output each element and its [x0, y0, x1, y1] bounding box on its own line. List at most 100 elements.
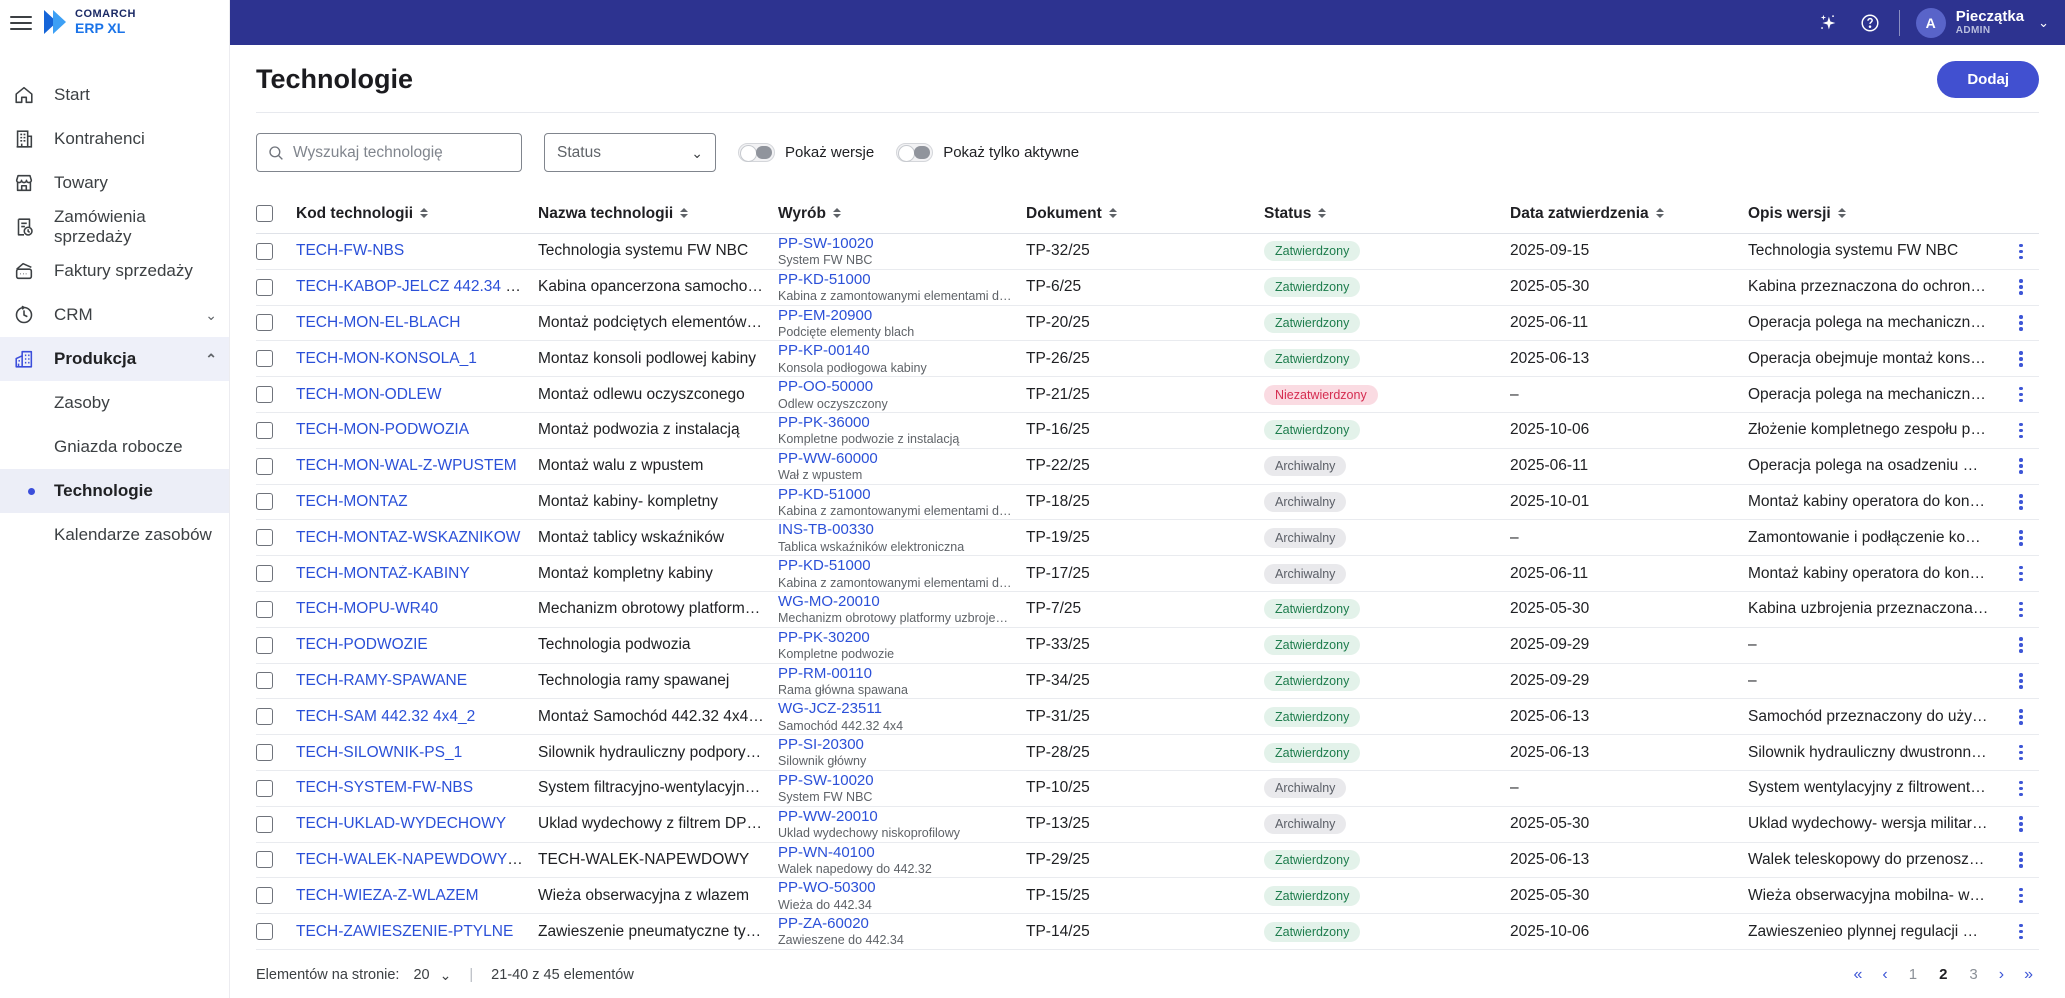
table-row[interactable]: TECH-MONTAZ Montaż kabiny- kompletny PP-…: [256, 485, 2039, 521]
row-kod-link[interactable]: TECH-MONTAŻ-KABINY: [296, 565, 470, 582]
toggle-show-versions[interactable]: Pokaż wersje: [738, 143, 874, 162]
toggle-switch[interactable]: [738, 143, 775, 162]
row-kod-link[interactable]: TECH-FW-NBS: [296, 242, 404, 259]
sidebar-item-kontrahenci[interactable]: Kontrahenci: [0, 117, 229, 161]
row-checkbox[interactable]: [256, 493, 273, 510]
row-menu-kebab-icon[interactable]: [2015, 383, 2027, 407]
row-kod-link[interactable]: TECH-MON-KONSOLA_1: [296, 350, 477, 367]
select-all-checkbox[interactable]: [256, 205, 273, 222]
menu-hamburger-icon[interactable]: [10, 12, 32, 34]
row-checkbox[interactable]: [256, 780, 273, 797]
row-kod-link[interactable]: TECH-MON-WAL-Z-WPUSTEM: [296, 457, 517, 474]
row-checkbox[interactable]: [256, 708, 273, 725]
row-checkbox[interactable]: [256, 314, 273, 331]
table-row[interactable]: TECH-MON-ODLEW Montaż odlewu oczyszconeg…: [256, 377, 2039, 413]
row-menu-kebab-icon[interactable]: [2015, 562, 2027, 586]
row-kod-link[interactable]: TECH-ZAWIESZENIE-PTYLNE: [296, 923, 513, 940]
table-row[interactable]: TECH-MONTAZ-WSKAZNIKOW Montaż tablicy ws…: [256, 520, 2039, 556]
row-kod-link[interactable]: TECH-PODWOZIE: [296, 636, 428, 653]
row-menu-kebab-icon[interactable]: [2015, 633, 2027, 657]
column-header-kod[interactable]: Kod technologii: [296, 205, 538, 223]
sort-icon[interactable]: [1318, 208, 1326, 218]
table-row[interactable]: TECH-KABOP-JELCZ 442.34 4X4 Kabina opanc…: [256, 270, 2039, 306]
row-wyrob-link[interactable]: PP-ZA-60020: [778, 915, 1026, 932]
row-wyrob-link[interactable]: PP-PK-30200: [778, 629, 1026, 646]
row-menu-kebab-icon[interactable]: [2015, 275, 2027, 299]
row-checkbox[interactable]: [256, 851, 273, 868]
sidebar-item-zasoby[interactable]: Zasoby: [0, 381, 229, 425]
sidebar-item-technologie[interactable]: Technologie: [0, 469, 229, 513]
sort-icon[interactable]: [1656, 208, 1664, 218]
column-header-nazwa[interactable]: Nazwa technologii: [538, 205, 778, 223]
row-wyrob-link[interactable]: PP-KP-00140: [778, 342, 1026, 359]
row-wyrob-link[interactable]: PP-SI-20300: [778, 736, 1026, 753]
page-button-2[interactable]: 2: [1932, 964, 1954, 985]
row-wyrob-link[interactable]: PP-KD-51000: [778, 486, 1026, 503]
row-kod-link[interactable]: TECH-KABOP-JELCZ 442.34 4X4: [296, 278, 533, 295]
sort-icon[interactable]: [1838, 208, 1846, 218]
next-page-button[interactable]: ›: [1993, 964, 2010, 986]
table-row[interactable]: TECH-SYSTEM-FW-NBS System filtracyjno-we…: [256, 771, 2039, 807]
toggle-active-only[interactable]: Pokaż tylko aktywne: [896, 143, 1079, 162]
row-checkbox[interactable]: [256, 386, 273, 403]
column-header-data-zatwierdzenia[interactable]: Data zatwierdzenia: [1510, 205, 1748, 223]
status-filter-select[interactable]: Status ⌄: [544, 133, 716, 172]
row-menu-kebab-icon[interactable]: [2015, 598, 2027, 622]
row-menu-kebab-icon[interactable]: [2015, 884, 2027, 908]
row-kod-link[interactable]: TECH-SAM 442.32 4x4_2: [296, 708, 475, 725]
row-kod-link[interactable]: TECH-UKLAD-WYDECHOWY: [296, 815, 506, 832]
row-menu-kebab-icon[interactable]: [2015, 526, 2027, 550]
sidebar-item-towary[interactable]: Towary: [0, 161, 229, 205]
row-checkbox[interactable]: [256, 458, 273, 475]
row-checkbox[interactable]: [256, 279, 273, 296]
sidebar-item-produkcja[interactable]: Produkcja ⌃: [0, 337, 229, 381]
table-row[interactable]: TECH-FW-NBS Technologia systemu FW NBC P…: [256, 234, 2039, 270]
sidebar-item-faktury-sprzedazy[interactable]: Faktury sprzedaży: [0, 249, 229, 293]
row-kod-link[interactable]: TECH-SILOWNIK-PS_1: [296, 744, 462, 761]
table-row[interactable]: TECH-SAM 442.32 4x4_2 Montaż Samochód 44…: [256, 699, 2039, 735]
row-kod-link[interactable]: TECH-SYSTEM-FW-NBS: [296, 779, 473, 796]
table-row[interactable]: TECH-ZAWIESZENIE-PTYLNE Zawieszenie pneu…: [256, 914, 2039, 950]
toggle-switch[interactable]: [896, 143, 933, 162]
row-checkbox[interactable]: [256, 887, 273, 904]
table-row[interactable]: TECH-MON-WAL-Z-WPUSTEM Montaż walu z wpu…: [256, 449, 2039, 485]
row-menu-kebab-icon[interactable]: [2015, 419, 2027, 443]
user-menu[interactable]: A Pieczątka ADMIN ⌄: [1916, 8, 2049, 38]
row-menu-kebab-icon[interactable]: [2015, 777, 2027, 801]
table-row[interactable]: TECH-MOPU-WR40 Mechanizm obrotowy platfo…: [256, 592, 2039, 628]
row-kod-link[interactable]: TECH-MON-EL-BLACH: [296, 314, 460, 331]
sort-icon[interactable]: [1109, 208, 1117, 218]
row-wyrob-link[interactable]: INS-TB-00330: [778, 521, 1026, 538]
row-checkbox[interactable]: [256, 422, 273, 439]
row-menu-kebab-icon[interactable]: [2015, 741, 2027, 765]
column-header-dokument[interactable]: Dokument: [1026, 205, 1264, 223]
column-header-status[interactable]: Status: [1264, 205, 1510, 223]
row-wyrob-link[interactable]: PP-KD-51000: [778, 557, 1026, 574]
table-row[interactable]: TECH-RAMY-SPAWANE Technologia ramy spawa…: [256, 664, 2039, 700]
row-kod-link[interactable]: TECH-MON-PODWOZIA: [296, 421, 469, 438]
row-menu-kebab-icon[interactable]: [2015, 920, 2027, 944]
table-row[interactable]: TECH-UKLAD-WYDECHOWY Uklad wydechowy z f…: [256, 807, 2039, 843]
help-icon[interactable]: [1857, 10, 1883, 36]
table-row[interactable]: TECH-WIEZA-Z-WLAZEM Wieża obserwacyjna z…: [256, 878, 2039, 914]
row-menu-kebab-icon[interactable]: [2015, 812, 2027, 836]
sidebar-item-gniazda-robocze[interactable]: Gniazda robocze: [0, 425, 229, 469]
row-kod-link[interactable]: TECH-RAMY-SPAWANE: [296, 672, 467, 689]
row-wyrob-link[interactable]: PP-OO-50000: [778, 378, 1026, 395]
row-wyrob-link[interactable]: PP-WN-40100: [778, 844, 1026, 861]
sort-icon[interactable]: [420, 208, 428, 218]
row-checkbox[interactable]: [256, 601, 273, 618]
row-checkbox[interactable]: [256, 243, 273, 260]
row-menu-kebab-icon[interactable]: [2015, 454, 2027, 478]
column-header-wyrob[interactable]: Wyrób: [778, 205, 1026, 223]
sort-icon[interactable]: [680, 208, 688, 218]
first-page-button[interactable]: «: [1848, 964, 1869, 986]
sidebar-item-crm[interactable]: CRM ⌄: [0, 293, 229, 337]
row-checkbox[interactable]: [256, 350, 273, 367]
table-row[interactable]: TECH-MON-PODWOZIA Montaż podwozia z inst…: [256, 413, 2039, 449]
ai-sparkle-icon[interactable]: [1815, 10, 1841, 36]
row-wyrob-link[interactable]: PP-WO-50300: [778, 879, 1026, 896]
row-menu-kebab-icon[interactable]: [2015, 240, 2027, 264]
column-header-opis-wersji[interactable]: Opis wersji: [1748, 205, 2003, 223]
table-row[interactable]: TECH-WALEK-NAPEWDOWY_1 TECH-WALEK-NAPEWD…: [256, 843, 2039, 879]
